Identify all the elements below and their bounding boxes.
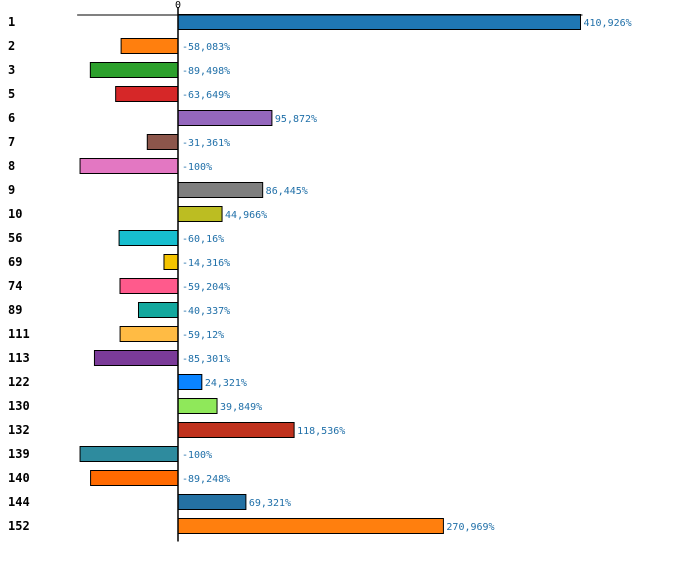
data-label-7: -31,361% — [182, 138, 230, 149]
data-label-74: -59,204% — [182, 282, 230, 293]
category-labels: 1235678910566974891111131221301321391401… — [8, 15, 30, 533]
bar-122 — [177, 374, 203, 390]
bar-56 — [118, 230, 179, 246]
bar-139 — [79, 446, 179, 462]
data-label-56: -60,16% — [182, 234, 224, 245]
category-label-111: 111 — [8, 327, 30, 341]
category-label-7: 7 — [8, 135, 15, 149]
category-label-9: 9 — [8, 183, 15, 197]
zero-tick-label: 0 — [175, 0, 181, 11]
bar-113 — [93, 350, 179, 366]
data-label-5: -63,649% — [182, 90, 230, 101]
category-label-3: 3 — [8, 63, 15, 77]
bar-5 — [115, 86, 179, 102]
bar-69 — [163, 254, 179, 270]
data-labels: 410,926% -58,083% -89,498% -63,649% 95,872% -… — [182, 18, 632, 533]
category-label-152: 152 — [8, 519, 30, 533]
data-label-122: 24,321% — [205, 378, 247, 389]
data-label-69: -14,316% — [182, 258, 230, 269]
data-label-8: -100% — [182, 162, 212, 173]
category-label-8: 8 — [8, 159, 15, 173]
data-label-144: 69,321% — [249, 498, 291, 509]
data-label-130: 39,849% — [220, 402, 262, 413]
data-label-132: 118,536% — [297, 426, 345, 437]
category-label-144: 144 — [8, 495, 30, 509]
bar-7 — [146, 134, 179, 150]
category-label-5: 5 — [8, 87, 15, 101]
bar-1 — [177, 14, 582, 30]
bar-3 — [89, 62, 179, 78]
data-label-6: 95,872% — [275, 114, 317, 125]
bar-74 — [119, 278, 179, 294]
bar-111 — [119, 326, 179, 342]
bars-layer — [79, 14, 582, 534]
category-label-139: 139 — [8, 447, 30, 461]
data-label-2: -58,083% — [182, 42, 230, 53]
category-label-69: 69 — [8, 255, 22, 269]
data-label-111: -59,12% — [182, 330, 224, 341]
data-label-139: -100% — [182, 450, 212, 461]
bar-6 — [177, 110, 273, 126]
category-label-10: 10 — [8, 207, 22, 221]
bar-144 — [177, 494, 247, 510]
data-label-140: -89,248% — [182, 474, 230, 485]
bar-10 — [177, 206, 223, 222]
bar-152 — [177, 518, 444, 534]
bar-2 — [120, 38, 179, 54]
category-label-122: 122 — [8, 375, 30, 389]
category-label-56: 56 — [8, 231, 22, 245]
bar-140 — [90, 470, 179, 486]
category-label-89: 89 — [8, 303, 22, 317]
bar-130 — [177, 398, 218, 414]
data-label-89: -40,337% — [182, 306, 230, 317]
category-label-113: 113 — [8, 351, 30, 365]
bar-132 — [177, 422, 295, 438]
data-label-3: -89,498% — [182, 66, 230, 77]
data-label-1: 410,926% — [584, 18, 632, 29]
category-label-2: 2 — [8, 39, 15, 53]
category-label-132: 132 — [8, 423, 30, 437]
bar-8 — [79, 158, 179, 174]
data-label-9: 86,445% — [266, 186, 308, 197]
category-label-1: 1 — [8, 15, 15, 29]
category-label-130: 130 — [8, 399, 30, 413]
category-label-6: 6 — [8, 111, 15, 125]
category-label-140: 140 — [8, 471, 30, 485]
data-label-113: -85,301% — [182, 354, 230, 365]
bar-9 — [177, 182, 264, 198]
category-label-74: 74 — [8, 279, 22, 293]
data-label-10: 44,966% — [225, 210, 267, 221]
data-label-152: 270,969% — [446, 522, 494, 533]
bar-89 — [137, 302, 179, 318]
